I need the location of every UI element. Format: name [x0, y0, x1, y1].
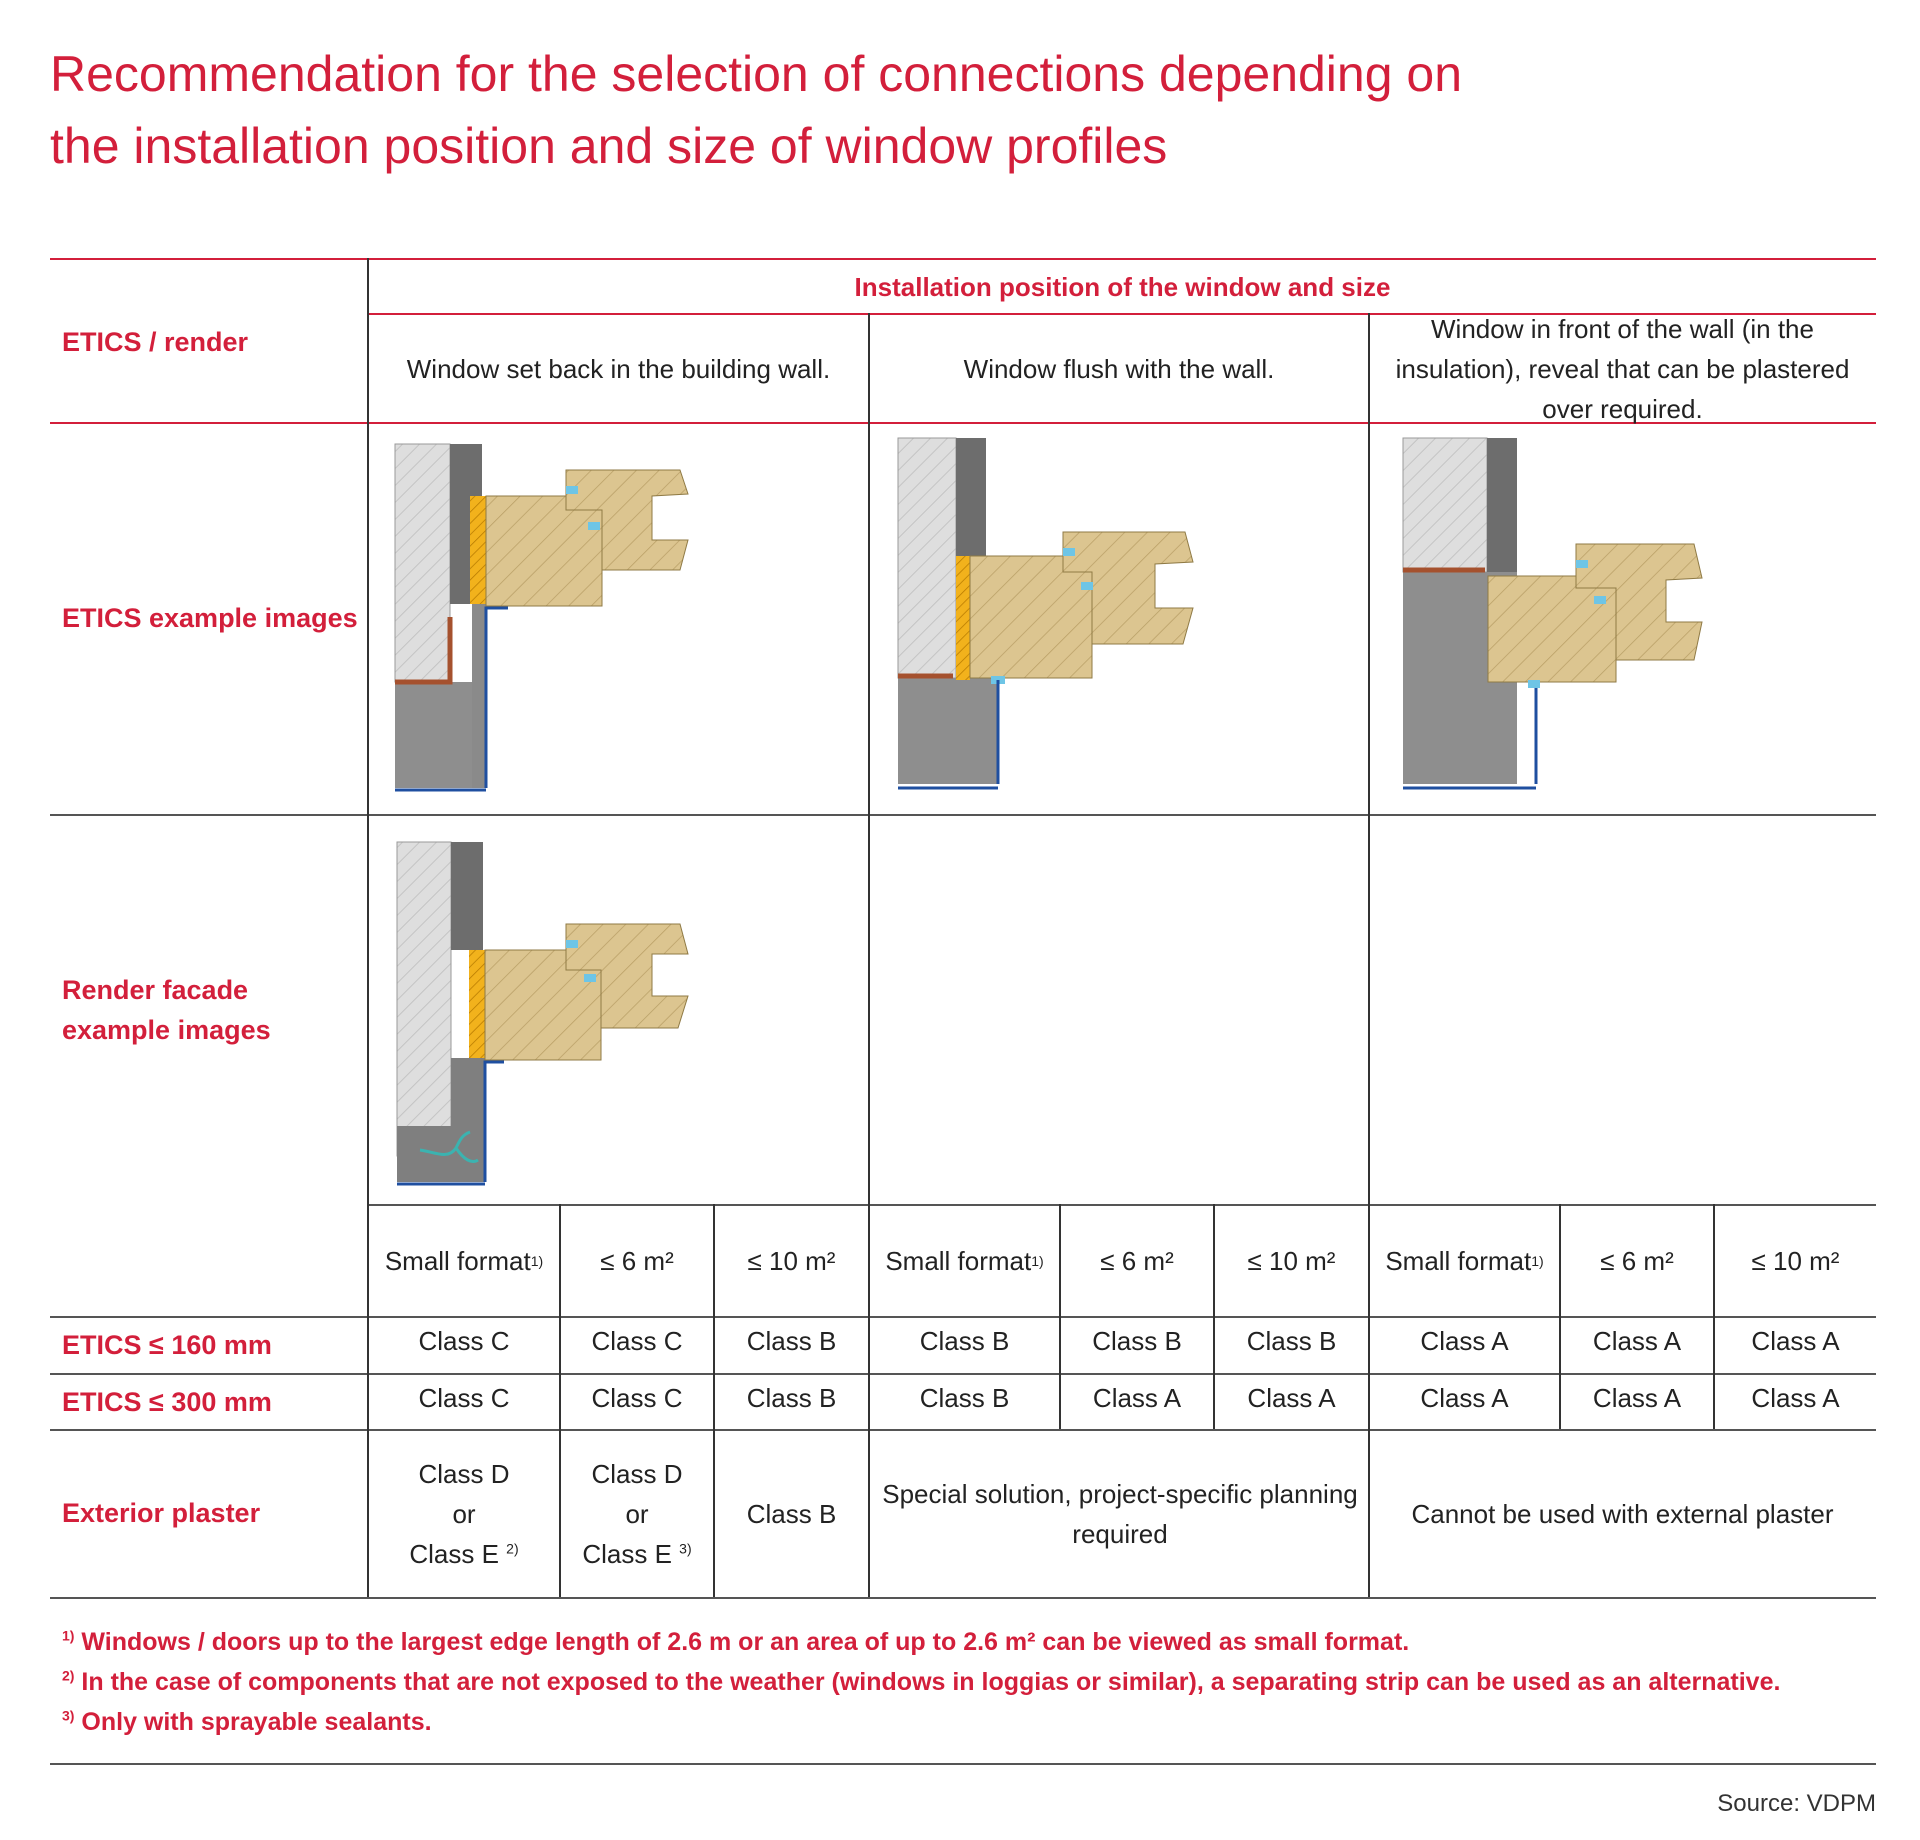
- exterior-line: or: [452, 1499, 476, 1529]
- footnote-1: 1) Windows / doors up to the largest edg…: [62, 1622, 1409, 1662]
- row-label-etics-160: ETICS ≤ 160 mm: [62, 1330, 272, 1360]
- render-images-bottom-rule: [368, 1204, 1876, 1206]
- size-cell: ≤ 10 m²: [1715, 1206, 1876, 1316]
- title-line-1: Recommendation for the selection of conn…: [50, 46, 1463, 102]
- table-top-rule: [50, 258, 1876, 260]
- class-cell: Class A: [1592, 1383, 1682, 1413]
- footnote-2: 2) In the case of components that are no…: [62, 1662, 1780, 1702]
- diagram-etics-in-front: [1402, 437, 1703, 790]
- class-cell: Class A: [1092, 1383, 1182, 1413]
- column-divider-1: [868, 313, 870, 1597]
- row-label-etics-render: ETICS / render: [62, 327, 249, 357]
- column-header-flush: Window flush with the wall.: [963, 354, 1275, 384]
- exterior-line: Class D: [591, 1459, 683, 1489]
- exterior-flush-note: Special solution, project-specific plann…: [882, 1479, 1358, 1549]
- class-cell: Class A: [1247, 1383, 1336, 1413]
- size-label: ≤ 10 m²: [747, 1246, 836, 1276]
- class-cell: Class C: [418, 1326, 510, 1356]
- footnote-ref: 2): [506, 1540, 519, 1557]
- row-label-render-images: Render facade example images: [62, 975, 271, 1045]
- size-cell: ≤ 10 m²: [1215, 1206, 1368, 1316]
- size-label: Small format: [885, 1246, 1032, 1276]
- column-header-set-back: Window set back in the building wall.: [406, 354, 831, 384]
- class-cell: Class B: [746, 1326, 837, 1356]
- exterior-class-cell: Class D or Class E 3): [561, 1431, 713, 1597]
- size-cell: Small format 1): [1370, 1206, 1559, 1316]
- footnote-number: 2): [62, 1667, 75, 1684]
- size-divider: [1713, 1204, 1715, 1429]
- footnote-text: In the case of components that are not e…: [81, 1668, 1781, 1696]
- size-label: ≤ 6 m²: [600, 1246, 674, 1276]
- row-label-etics-images: ETICS example images: [62, 603, 358, 633]
- footnote-number: 1): [62, 1627, 75, 1644]
- exterior-class-e: Class E: [582, 1539, 672, 1569]
- class-cell: Class B: [919, 1326, 1010, 1356]
- source-credit: Source: VDPM: [1717, 1790, 1876, 1817]
- table-bottom-rule: [50, 1597, 1876, 1599]
- row-label-etics-300: ETICS ≤ 300 mm: [62, 1387, 272, 1417]
- column-header-in-front: Window in front of the wall (in the insu…: [1395, 314, 1850, 424]
- size-cell: Small format 1): [369, 1206, 559, 1316]
- size-label: ≤ 10 m²: [1247, 1246, 1336, 1276]
- class-cell: Class A: [1751, 1383, 1840, 1413]
- diagram-etics-set-back: [394, 443, 689, 792]
- class-cell: Class A: [1420, 1326, 1509, 1356]
- size-label: ≤ 10 m²: [1751, 1246, 1840, 1276]
- label-column-divider: [367, 258, 369, 1597]
- row-label-exterior-plaster: Exterior plaster: [62, 1498, 261, 1528]
- group-header: Installation position of the window and …: [854, 272, 1391, 302]
- exterior-line: or: [625, 1499, 649, 1529]
- size-cell: ≤ 6 m²: [1561, 1206, 1713, 1316]
- footnote-3: 3) Only with sprayable sealants.: [62, 1702, 432, 1742]
- class-cell: Class A: [1592, 1326, 1682, 1356]
- size-label: Small format: [384, 1246, 531, 1276]
- title-line-2: the installation position and size of wi…: [50, 118, 1168, 174]
- diagram-etics-flush: [897, 437, 1194, 790]
- exterior-line: Class D: [418, 1459, 510, 1489]
- etics300-bottom-rule: [50, 1429, 1876, 1431]
- size-divider: [1213, 1204, 1215, 1429]
- size-cell: Small format 1): [870, 1206, 1059, 1316]
- size-label: ≤ 6 m²: [1100, 1246, 1174, 1276]
- size-divider: [1559, 1204, 1561, 1429]
- exterior-front-note: Cannot be used with external plaster: [1411, 1499, 1834, 1529]
- class-cell: Class B: [1246, 1326, 1337, 1356]
- size-divider: [713, 1204, 715, 1597]
- group-header-rule: [368, 313, 1876, 315]
- size-divider: [559, 1204, 561, 1597]
- size-divider: [1059, 1204, 1061, 1429]
- class-cell: Class C: [591, 1326, 683, 1356]
- class-cell: Class C: [418, 1383, 510, 1413]
- diagram-render-set-back: [396, 841, 689, 1186]
- footnote-text: Windows / doors up to the largest edge l…: [81, 1628, 1410, 1656]
- footnote-bottom-rule: [50, 1763, 1876, 1765]
- exterior-line: Class E 3): [582, 1534, 691, 1574]
- page-title: Recommendation for the selection of conn…: [50, 38, 1850, 182]
- class-cell: Class B: [746, 1383, 837, 1413]
- size-label: Small format: [1385, 1246, 1532, 1276]
- size-label: ≤ 6 m²: [1600, 1246, 1674, 1276]
- column-divider-2: [1368, 313, 1370, 1597]
- size-row-bottom-rule: [50, 1316, 1876, 1318]
- class-cell: Class A: [1751, 1326, 1840, 1356]
- size-cell: ≤ 6 m²: [1061, 1206, 1213, 1316]
- footnote-text: Only with sprayable sealants.: [81, 1708, 432, 1736]
- exterior-class-e: Class E: [409, 1539, 499, 1569]
- exterior-class-cell: Class D or Class E 2): [369, 1431, 559, 1597]
- footnote-number: 3): [62, 1707, 75, 1724]
- class-cell: Class B: [919, 1383, 1010, 1413]
- class-cell: Class B: [1092, 1326, 1182, 1356]
- footnote-ref: 3): [679, 1540, 692, 1557]
- class-cell: Class A: [1420, 1383, 1509, 1413]
- size-cell: ≤ 6 m²: [561, 1206, 713, 1316]
- header-bottom-rule: [50, 422, 1876, 424]
- class-cell: Class C: [591, 1383, 683, 1413]
- etics160-bottom-rule: [50, 1373, 1876, 1375]
- etics-images-bottom-rule: [50, 814, 1876, 816]
- size-cell: ≤ 10 m²: [715, 1206, 868, 1316]
- exterior-line: Class E 2): [409, 1534, 518, 1574]
- exterior-class-cell: Class B: [746, 1499, 837, 1529]
